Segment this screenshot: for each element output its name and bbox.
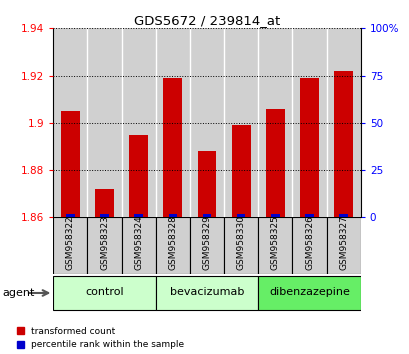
Bar — [189, 217, 224, 274]
Bar — [258, 276, 360, 310]
Text: GSM958324: GSM958324 — [134, 216, 143, 270]
Text: bevacizumab: bevacizumab — [169, 287, 244, 297]
Bar — [155, 276, 258, 310]
Bar — [121, 28, 155, 217]
Bar — [236, 214, 245, 217]
Bar — [168, 214, 177, 217]
Bar — [61, 111, 80, 217]
Bar — [224, 28, 258, 217]
Text: GSM958325: GSM958325 — [270, 216, 279, 270]
Bar — [197, 151, 216, 217]
Bar — [163, 78, 182, 217]
Bar — [339, 214, 347, 217]
Text: GSM958328: GSM958328 — [168, 216, 177, 270]
Text: GSM958330: GSM958330 — [236, 216, 245, 270]
Bar — [326, 28, 360, 217]
Text: control: control — [85, 287, 124, 297]
Bar — [270, 214, 279, 217]
Text: GSM958322: GSM958322 — [66, 216, 75, 270]
Text: GSM958329: GSM958329 — [202, 216, 211, 270]
Bar — [326, 217, 360, 274]
Legend: transformed count, percentile rank within the sample: transformed count, percentile rank withi… — [17, 327, 184, 349]
Bar — [155, 217, 189, 274]
Bar — [121, 217, 155, 274]
Bar — [100, 214, 108, 217]
Bar — [292, 28, 326, 217]
Bar — [299, 78, 318, 217]
Bar — [231, 125, 250, 217]
Bar — [189, 28, 224, 217]
Bar — [258, 28, 292, 217]
Bar — [87, 28, 121, 217]
Bar — [129, 135, 148, 217]
Bar — [53, 217, 87, 274]
Bar — [87, 217, 121, 274]
Bar — [224, 217, 258, 274]
Bar — [53, 276, 155, 310]
Bar — [134, 214, 143, 217]
Title: GDS5672 / 239814_at: GDS5672 / 239814_at — [134, 14, 279, 27]
Text: GSM958327: GSM958327 — [338, 216, 347, 270]
Text: agent: agent — [2, 288, 34, 298]
Bar — [258, 217, 292, 274]
Bar — [66, 214, 74, 217]
Text: dibenzazepine: dibenzazepine — [268, 287, 349, 297]
Bar — [333, 71, 352, 217]
Bar — [202, 214, 211, 217]
Bar — [155, 28, 189, 217]
Text: GSM958326: GSM958326 — [304, 216, 313, 270]
Bar — [95, 189, 114, 217]
Bar — [292, 217, 326, 274]
Text: GSM958323: GSM958323 — [100, 216, 109, 270]
Bar — [53, 28, 87, 217]
Bar — [305, 214, 313, 217]
Bar — [265, 109, 284, 217]
